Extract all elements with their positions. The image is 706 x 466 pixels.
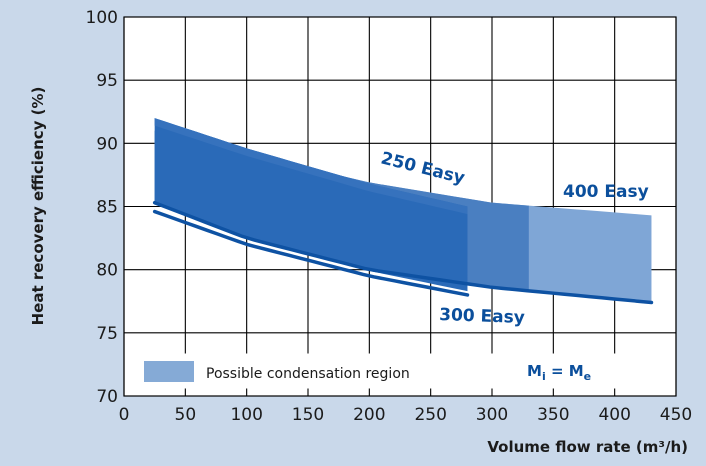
x-tick-300: 300: [476, 405, 508, 425]
label-400-easy: 400 Easy: [563, 182, 649, 202]
y-tick-70: 70: [96, 387, 118, 407]
x-axis-title: Volume flow rate (m³/h): [487, 438, 688, 456]
y-tick-85: 85: [96, 198, 118, 218]
x-tick-150: 150: [292, 405, 324, 425]
x-tick-0: 0: [119, 405, 130, 425]
legend-swatch: [144, 361, 194, 382]
x-tick-450: 450: [660, 405, 692, 425]
y-tick-90: 90: [96, 134, 118, 154]
y-tick-100: 100: [86, 8, 118, 28]
legend-text: Possible condensation region: [206, 366, 410, 382]
x-tick-50: 50: [175, 405, 197, 425]
y-tick-labels: 70 75 80 85 90 95 100: [86, 8, 118, 407]
x-tick-350: 350: [537, 405, 569, 425]
line-300-easy: [152, 209, 470, 297]
band-250-easy-upper: [154, 118, 468, 215]
x-tick-250: 250: [414, 405, 446, 425]
formula-m1: M: [527, 362, 542, 380]
formula-sub-i: i: [542, 370, 546, 383]
plot-border: [123, 16, 677, 397]
x-tick-labels: 0 50 100 150 200 250 300 350 400 450: [119, 405, 693, 425]
label-300-easy: 300 Easy: [439, 305, 525, 328]
y-tick-80: 80: [96, 261, 118, 281]
formula-m2: M: [569, 362, 584, 380]
line-400-easy-lower: [152, 200, 654, 305]
legend-box: [132, 353, 669, 389]
x-tick-400: 400: [598, 405, 630, 425]
legend: Possible condensation region Mi = Me: [132, 353, 669, 389]
y-tick-95: 95: [96, 71, 118, 91]
y-axis-title: Heat recovery efficiency (%): [29, 87, 47, 326]
band-250-easy: [154, 118, 468, 292]
formula-sub-e: e: [584, 370, 591, 383]
formula-eq: =: [546, 362, 569, 380]
y-tick-75: 75: [96, 324, 118, 344]
x-tick-200: 200: [353, 405, 385, 425]
formula: Mi = Me: [527, 362, 591, 383]
x-tick-100: 100: [230, 405, 262, 425]
data-bands: [152, 118, 654, 305]
